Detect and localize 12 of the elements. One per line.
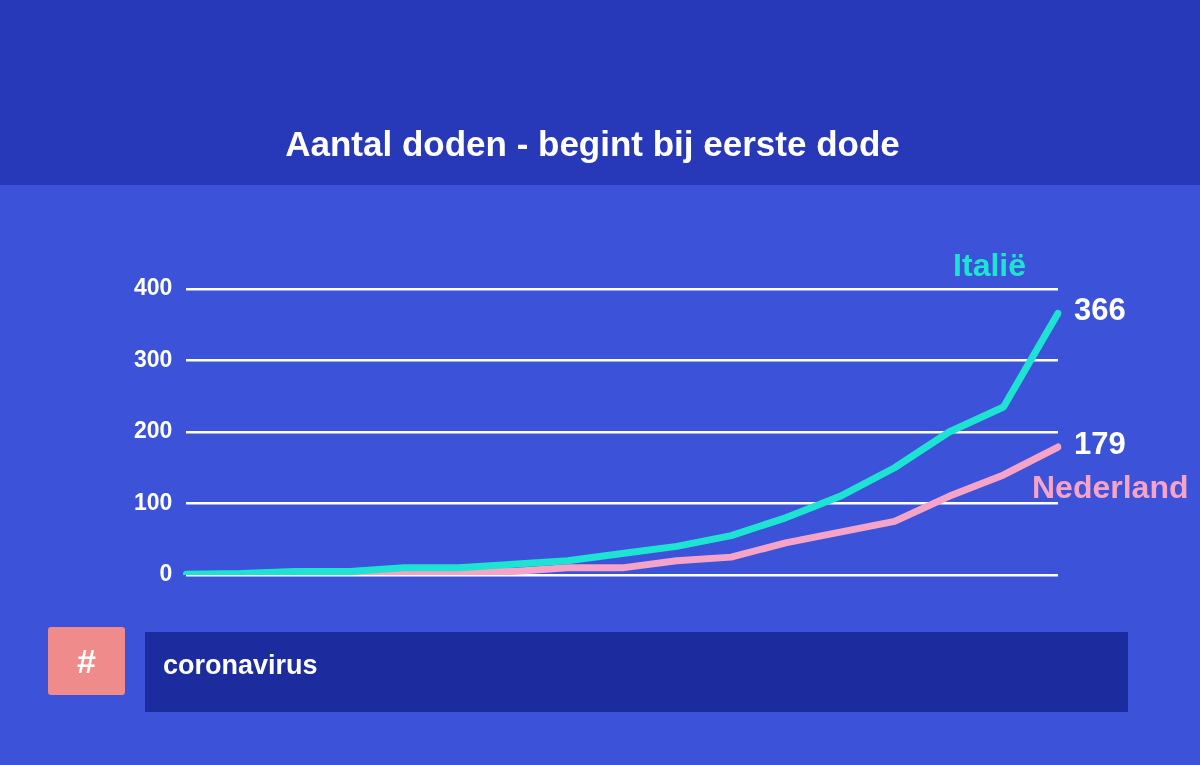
series-label: Italië [953,246,1026,283]
data-label: 179 [1074,425,1126,461]
y-tick-label: 400 [134,274,173,301]
text: # [48,627,125,695]
y-tick-label: 0 [159,560,173,587]
y-tick-label: 300 [134,345,173,372]
text: coronavirus [145,632,1128,712]
series-label: Nederland [1032,468,1189,505]
y-tick-label: 200 [134,417,173,444]
data-label: 366 [1074,291,1126,327]
y-tick-label: 100 [134,488,173,515]
chart-title: Aantal doden - begint bij eerste dode [284,123,901,165]
